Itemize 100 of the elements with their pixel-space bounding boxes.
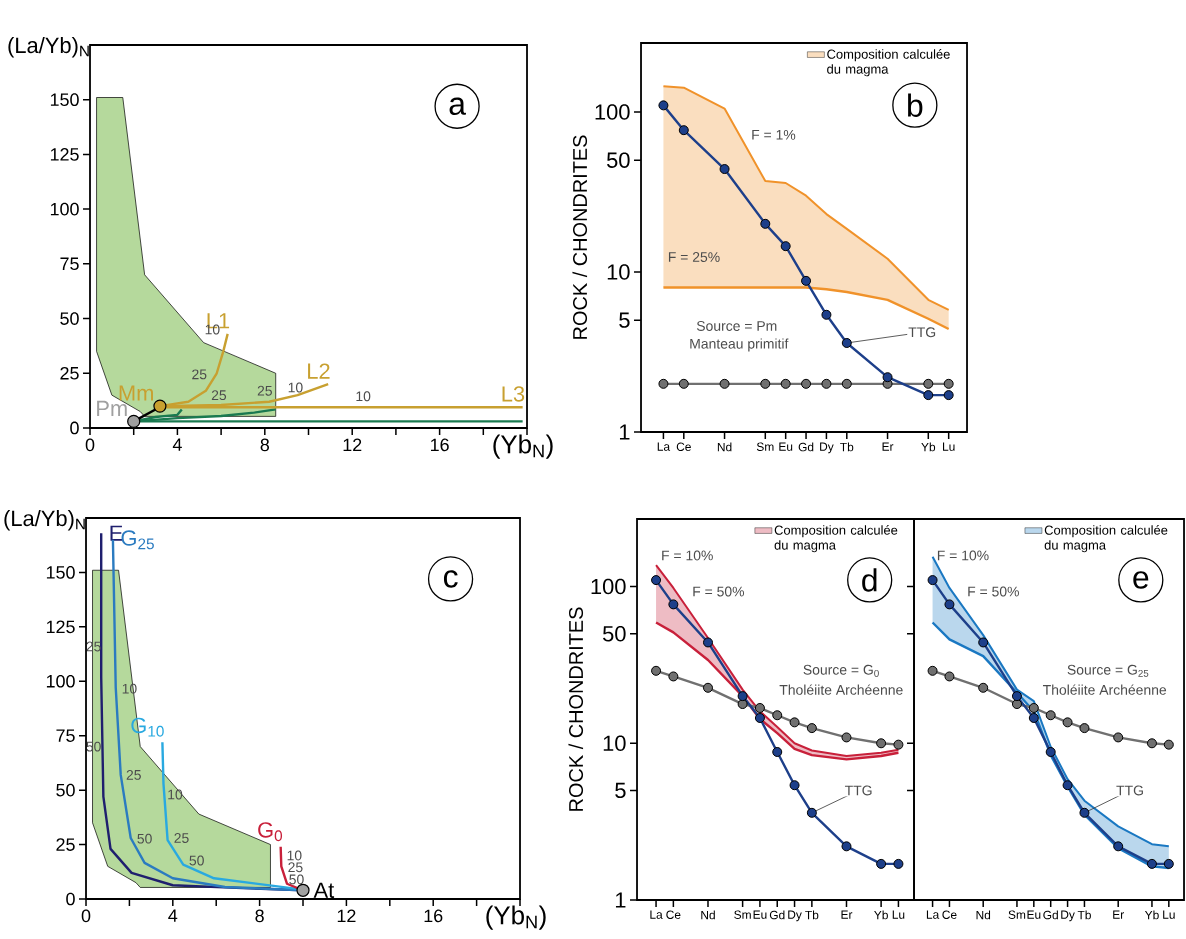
- annotation: Source = Pm: [696, 321, 777, 331]
- annotation: Source = G$_{25}$: [1067, 664, 1149, 677]
- x-tick-label: Gd: [769, 910, 785, 920]
- x-tick-label: Dy: [788, 910, 802, 922]
- y-tick-label: 100: [591, 578, 626, 595]
- annotation: F = 25%: [668, 252, 720, 262]
- x-tick-label: La: [650, 910, 663, 919]
- annotation: Tholéiite Archéenne: [1042, 684, 1167, 695]
- y-tick-label: 100: [46, 674, 75, 688]
- annotation: 50: [289, 874, 304, 885]
- x-tick-label: Yb: [921, 442, 936, 452]
- legend-label: Composition calculée du magma: [827, 49, 950, 77]
- x-tick-label: 12: [337, 909, 356, 923]
- legend-label: Composition calculée du magma: [774, 525, 898, 553]
- x-tick-label: Tb: [805, 910, 819, 920]
- annotation: TTG: [908, 327, 936, 338]
- y-tick-label: 125: [50, 148, 79, 161]
- series-label: Mm: [119, 385, 153, 401]
- x-tick-label: 4: [172, 438, 182, 451]
- x-tick-label: Eu: [753, 910, 767, 919]
- annotation: 25: [174, 833, 189, 843]
- x-tick-label: La: [657, 442, 671, 451]
- x-tick-label: 8: [260, 438, 270, 452]
- annotation: 50: [189, 855, 204, 866]
- x-tick-label: Tb: [840, 442, 854, 452]
- x-tick-label: 4: [168, 909, 178, 922]
- y-tick-label: 25: [56, 838, 75, 851]
- x-tick-label: Dy: [820, 442, 834, 454]
- series-label: G$_{25}$: [121, 530, 154, 550]
- y-axis-title: (La/Yb)$_{N}$: [4, 510, 85, 531]
- x-tick-label: Nd: [701, 910, 715, 920]
- x-tick-label: Eu: [1027, 910, 1041, 919]
- annotation: 10: [288, 382, 303, 393]
- annotation: F = 10%: [662, 550, 713, 561]
- annotation: 25: [86, 641, 101, 652]
- y-tick-label: 100: [50, 202, 79, 216]
- y-tick-label: 5: [615, 782, 626, 799]
- x-tick-label: Er: [882, 442, 894, 451]
- y-tick-label: 10: [603, 735, 626, 752]
- x-tick-label: Er: [1113, 910, 1124, 919]
- annotation: Manteau primitif: [690, 338, 789, 352]
- x-tick-label: Tb: [1077, 910, 1091, 920]
- x-tick-label: 16: [431, 438, 449, 452]
- legend-label: Composition calculée du magma: [1044, 525, 1168, 553]
- x-tick-label: Sm: [1008, 910, 1026, 919]
- x-tick-label: La: [926, 910, 940, 919]
- text: a: [449, 97, 466, 115]
- series-label: E: [110, 525, 123, 541]
- y-tick-label: 1: [619, 424, 630, 440]
- x-tick-label: Ce: [666, 910, 681, 919]
- x-tick-label: Eu: [779, 442, 793, 451]
- annotation: 25: [211, 390, 227, 401]
- y-tick-label: 50: [60, 312, 79, 325]
- series-label: At: [313, 882, 335, 898]
- x-tick-label: 16: [424, 909, 443, 923]
- x-tick-label: Sm: [756, 442, 774, 451]
- y-tick-label: 5: [619, 312, 630, 328]
- annotation: 25: [257, 385, 272, 396]
- annotation: 25: [288, 862, 303, 873]
- x-tick-label: 0: [81, 909, 91, 923]
- x-tick-label: Yb: [874, 910, 888, 920]
- annotation: 10: [356, 391, 371, 402]
- x-tick-label: Nd: [976, 910, 991, 920]
- y-axis-title: (La/Yb)$_{N}$: [8, 37, 89, 58]
- x-tick-label: Ce: [942, 910, 957, 919]
- annotation: F = 1%: [752, 129, 796, 140]
- y-tick-label: 50: [606, 152, 630, 168]
- series-label: Pm: [97, 400, 127, 416]
- annotation: Tholéiite Archéenne: [779, 684, 903, 695]
- annotation: 25: [126, 769, 141, 780]
- x-axis-title: (Yb$_{N}$): [493, 434, 553, 459]
- x-tick-label: Er: [841, 910, 853, 919]
- y-tick-label: 150: [46, 566, 75, 579]
- annotation: TTG: [844, 785, 872, 796]
- x-tick-label: Gd: [1043, 910, 1058, 920]
- x-tick-label: 0: [85, 438, 95, 452]
- x-axis-title: (Yb$_{N}$): [486, 905, 546, 930]
- x-tick-label: 8: [255, 909, 264, 923]
- x-tick-label: Sm: [734, 910, 751, 919]
- y-tick-label: 50: [602, 625, 626, 642]
- annotation: F = 10%: [937, 550, 989, 561]
- y-tick-label: 0: [66, 892, 75, 906]
- x-tick-label: Yb: [1144, 910, 1159, 920]
- annotation: TTG: [1116, 785, 1143, 796]
- y-tick-label: 75: [56, 729, 75, 742]
- y-tick-label: 0: [70, 421, 79, 435]
- y-axis-title: ROCK / CHONDRITES: [572, 135, 588, 339]
- annotation: 50: [137, 833, 152, 844]
- y-tick-label: 150: [50, 93, 79, 107]
- x-tick-label: Gd: [798, 442, 814, 452]
- y-tick-label: 25: [60, 366, 79, 380]
- x-tick-label: Lu: [892, 910, 905, 919]
- text: b: [908, 93, 923, 117]
- annotation: 25: [192, 369, 207, 380]
- y-axis-title: ROCK / CHONDRITES: [568, 607, 584, 811]
- y-tick-label: 75: [60, 257, 79, 271]
- annotation: 10: [287, 850, 302, 861]
- x-tick-label: Ce: [676, 442, 691, 451]
- y-tick-label: 1: [615, 892, 626, 908]
- x-tick-label: Lu: [943, 442, 955, 451]
